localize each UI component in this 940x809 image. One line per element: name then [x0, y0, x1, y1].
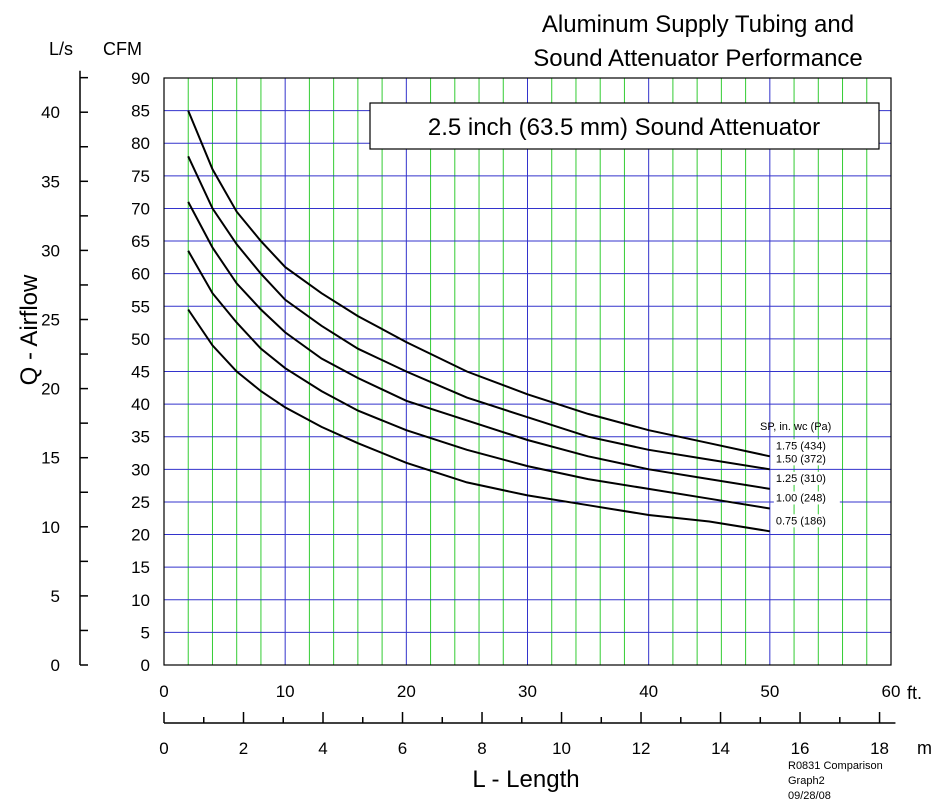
ls-tick-label: 35: [41, 172, 60, 191]
series-label: 1.50 (372): [776, 453, 826, 465]
cfm-tick-label: 10: [131, 591, 150, 610]
series-label-bg: [773, 491, 840, 505]
ls-tick-label: 10: [41, 518, 60, 537]
series-label: 1.00 (248): [776, 492, 826, 504]
attenuator-label: 2.5 inch (63.5 mm) Sound Attenuator: [428, 114, 820, 141]
x-unit-ft: ft.: [907, 683, 922, 703]
cfm-tick-label: 5: [141, 623, 150, 642]
ft-tick-label: 40: [639, 682, 658, 701]
series-line: [187, 250, 770, 510]
ft-tick-label: 30: [518, 682, 537, 701]
cfm-tick-label: 40: [131, 395, 150, 414]
axes: 0510152025303540455055606570758085900510…: [41, 69, 900, 758]
series-label-bg: [773, 514, 840, 528]
footnote-line-3: 09/28/08: [788, 790, 831, 802]
series-label: 0.75 (186): [776, 515, 826, 527]
ls-tick-label: 15: [41, 449, 60, 468]
ls-tick-label: 20: [41, 380, 60, 399]
cfm-tick-label: 75: [131, 167, 150, 186]
ls-tick-label: 40: [41, 103, 60, 122]
y-unit-ls: L/s: [49, 39, 73, 59]
series-line: [187, 110, 771, 458]
series-label-bg: [773, 452, 840, 466]
series-label: 1.25 (310): [776, 473, 826, 485]
m-tick-label: 0: [159, 739, 168, 758]
m-tick-label: 12: [632, 739, 651, 758]
m-tick-label: 2: [239, 739, 248, 758]
series-label-bg: [773, 471, 840, 485]
attenuator-label-box: [369, 102, 880, 150]
cfm-tick-label: 85: [131, 102, 150, 121]
cfm-tick-label: 35: [131, 428, 150, 447]
m-tick-label: 14: [711, 739, 730, 758]
series-label: 1.75 (434): [776, 440, 826, 452]
series-label-bg: [773, 439, 840, 453]
footnote-line-1: R0831 Comparison: [788, 760, 883, 772]
cfm-tick-label: 30: [131, 460, 150, 479]
cfm-tick-label: 0: [141, 656, 150, 675]
cfm-tick-label: 65: [131, 232, 150, 251]
cfm-tick-label: 80: [131, 134, 150, 153]
ls-tick-label: 5: [51, 587, 60, 606]
cfm-tick-label: 15: [131, 558, 150, 577]
cfm-tick-label: 25: [131, 493, 150, 512]
footnote-line-2: Graph2: [788, 775, 825, 787]
series-line: [187, 308, 770, 533]
y-axis-label: Q - Airflow: [16, 274, 43, 385]
series-line: [187, 201, 770, 490]
ft-tick-label: 0: [159, 682, 168, 701]
ft-tick-label: 10: [276, 682, 295, 701]
ft-tick-label: 50: [760, 682, 779, 701]
cfm-tick-label: 60: [131, 265, 150, 284]
m-tick-label: 10: [552, 739, 571, 758]
cfm-tick-label: 70: [131, 199, 150, 218]
cfm-tick-label: 20: [131, 526, 150, 545]
x-unit-m: m: [917, 738, 932, 758]
m-tick-label: 4: [318, 739, 327, 758]
m-tick-label: 16: [791, 739, 810, 758]
ft-tick-label: 60: [882, 682, 901, 701]
cfm-tick-label: 90: [131, 69, 150, 88]
chart-title-line-1: Aluminum Supply Tubing and: [542, 11, 854, 38]
ft-tick-label: 20: [397, 682, 416, 701]
series-lines: 1.75 (434)1.50 (372) 1.25 (310) 1.00 (248)…: [187, 110, 840, 533]
ls-tick-label: 0: [51, 656, 60, 675]
ls-tick-label: 30: [41, 241, 60, 260]
legend-title: SP, in. wc (Pa): [760, 421, 831, 433]
m-tick-label: 8: [477, 739, 486, 758]
cfm-tick-label: 50: [131, 330, 150, 349]
x-axis-label: L - Length: [472, 766, 579, 793]
major-gridlines: [164, 78, 891, 665]
cfm-tick-label: 55: [131, 297, 150, 316]
plot-frame: [163, 77, 892, 666]
m-tick-label: 18: [870, 739, 889, 758]
series-line: [187, 155, 770, 471]
ls-tick-label: 25: [41, 311, 60, 330]
cfm-tick-label: 45: [131, 363, 150, 382]
y-unit-cfm: CFM: [103, 39, 142, 59]
m-tick-label: 6: [398, 739, 407, 758]
chart-title-line-2: Sound Attenuator Performance: [533, 45, 863, 72]
